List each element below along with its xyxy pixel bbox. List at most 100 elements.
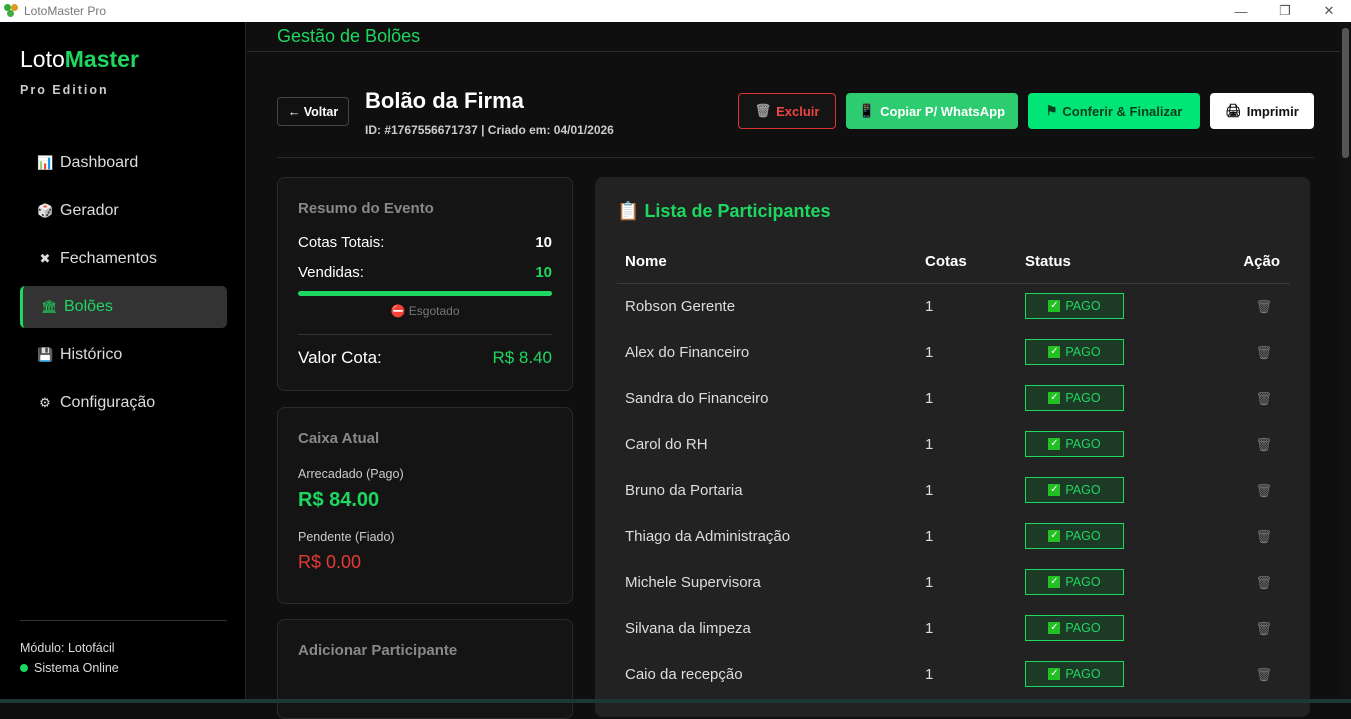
check-icon: ✓ (1048, 530, 1061, 542)
status-badge[interactable]: ✓ PAGO (1025, 293, 1124, 320)
participants-table: Nome Cotas Status Ação Robson Gerente 1 … (617, 241, 1290, 697)
check-icon: ✓ (1048, 576, 1061, 588)
cash-card: Caixa Atual Arrecadado (Pago) R$ 84.00 P… (277, 407, 573, 604)
trash-icon[interactable]: 🗑 (1255, 298, 1272, 314)
sidebar-item-gerador[interactable]: 🎲 Gerador (20, 190, 227, 232)
trash-icon[interactable]: 🗑 (1255, 574, 1272, 590)
sidebar-item-label: Fechamentos (60, 250, 157, 267)
sidebar-item-boloes[interactable]: 🏛 Bolões (20, 286, 227, 328)
check-icon: ✓ (1048, 300, 1061, 313)
finalize-button[interactable]: ⚑ Conferir & Finalizar (1028, 93, 1200, 129)
sidebar-item-label: Gerador (60, 202, 119, 219)
progress-bar (298, 291, 552, 296)
status-badge[interactable]: ✓ PAGO (1025, 523, 1124, 549)
table-row: Caio da recepção 1 ✓ PAGO 🗑 (617, 651, 1290, 697)
sidebar-item-dashboard[interactable]: 📊 Dashboard (20, 142, 227, 184)
status-badge[interactable]: ✓ PAGO (1025, 385, 1124, 411)
participant-name: Silvana da limpeza (625, 619, 751, 637)
table-row: Robson Gerente 1 ✓ PAGO 🗑 (617, 283, 1290, 329)
summary-title: Resumo do Evento (298, 200, 434, 217)
check-icon: ✓ (1048, 622, 1061, 634)
table-row: Carol do RH 1 ✓ PAGO 🗑 (617, 421, 1290, 467)
copy-whatsapp-button[interactable]: 📱 Copiar P/ WhatsApp (846, 93, 1018, 129)
col-cotas: Cotas (917, 241, 1017, 284)
sidebar-item-historico[interactable]: 💾 Histórico (20, 334, 227, 376)
status-badge[interactable]: ✓ PAGO (1025, 431, 1124, 457)
prohibited-icon: ⛔ (390, 304, 406, 318)
participant-cotas: 1 (925, 573, 934, 591)
status-badge[interactable]: ✓ PAGO (1025, 569, 1124, 595)
trash-icon[interactable]: 🗑 (1255, 436, 1272, 452)
print-button[interactable]: 🖨 Imprimir (1210, 93, 1314, 129)
main-content: Gestão de Bolões ← Voltar Bolão da Firma… (247, 22, 1340, 719)
participant-name: Carol do RH (625, 435, 708, 453)
add-participant-title: Adicionar Participante (298, 642, 458, 659)
summary-card: Resumo do Evento Cotas Totais: 10 Vendida… (277, 177, 573, 391)
participant-cotas: 1 (925, 297, 934, 315)
status-badge[interactable]: ✓ PAGO (1025, 339, 1124, 365)
module-label: Módulo: Lotofácil (20, 641, 115, 655)
check-icon: ✓ (1048, 484, 1061, 496)
participant-name: Robson Gerente (625, 297, 736, 315)
trash-icon: 🗑 (754, 103, 772, 118)
cash-title: Caixa Atual (298, 430, 380, 447)
edition-label: Pro Edition (20, 83, 109, 97)
sidebar-item-configuracao[interactable]: ⚙ Configuração (20, 382, 227, 424)
table-row: Michele Supervisora 1 ✓ PAGO 🗑 (617, 559, 1290, 605)
online-dot-icon (20, 664, 28, 672)
table-row: Bruno da Portaria 1 ✓ PAGO 🗑 (617, 467, 1290, 513)
window-title: LotoMaster Pro (24, 4, 107, 18)
table-row: Sandra do Financeiro 1 ✓ PAGO 🗑 (617, 375, 1290, 421)
sold-value: 10 (535, 264, 552, 281)
check-icon: ✓ (1048, 392, 1061, 404)
participant-cotas: 1 (925, 343, 934, 361)
sold-label: Vendidas: (298, 264, 364, 281)
minimize-button[interactable]: — (1234, 3, 1248, 19)
col-name: Nome (617, 241, 917, 284)
printer-icon: 🖨 (1225, 103, 1242, 118)
status-badge[interactable]: ✓ PAGO (1025, 477, 1124, 503)
participant-cotas: 1 (925, 619, 934, 637)
participant-cotas: 1 (925, 665, 934, 683)
trash-icon[interactable]: 🗑 (1255, 482, 1272, 498)
status-badge[interactable]: ✓ PAGO (1025, 615, 1124, 641)
trash-icon[interactable]: 🗑 (1255, 344, 1272, 360)
pending-value: R$ 0.00 (298, 552, 362, 572)
check-icon: ✓ (1048, 668, 1061, 680)
nav-icon: 📊 (37, 155, 54, 170)
nav-icon: 🏛 (41, 299, 58, 314)
price-label: Valor Cota: (298, 348, 382, 367)
price-value: R$ 8.40 (492, 348, 552, 367)
table-row: Thiago da Administração 1 ✓ PAGO 🗑 (617, 513, 1290, 559)
pending-label: Pendente (Fiado) (298, 530, 395, 544)
phone-icon: 📱 (858, 103, 876, 118)
participants-title: 📋 Lista de Participantes (617, 201, 831, 221)
maximize-button[interactable]: ❐ (1279, 3, 1291, 18)
delete-button[interactable]: 🗑 Excluir (738, 93, 836, 129)
close-button[interactable]: ✕ (1323, 3, 1335, 18)
sidebar-item-fechamentos[interactable]: ✖ Fechamentos (20, 238, 227, 280)
participant-name: Bruno da Portaria (625, 481, 743, 499)
scrollbar[interactable] (1340, 22, 1351, 703)
participant-name: Thiago da Administração (625, 527, 791, 545)
app-logo-icon (4, 4, 18, 18)
participant-cotas: 1 (925, 481, 934, 499)
nav-icon: 💾 (37, 347, 54, 362)
bolao-meta: ID: #1767556671737 | Criado em: 04/01/20… (365, 123, 614, 137)
trash-icon[interactable]: 🗑 (1255, 390, 1272, 406)
participant-name: Sandra do Financeiro (625, 389, 769, 407)
status-badge[interactable]: ✓ PAGO (1025, 661, 1124, 687)
trash-icon[interactable]: 🗑 (1255, 620, 1272, 636)
participant-name: Michele Supervisora (625, 573, 761, 591)
flag-icon: ⚑ (1045, 103, 1058, 118)
paid-label: Arrecadado (Pago) (298, 467, 404, 481)
trash-icon[interactable]: 🗑 (1255, 666, 1272, 682)
total-label: Cotas Totais: (298, 234, 385, 251)
trash-icon[interactable]: 🗑 (1255, 528, 1272, 544)
sidebar-item-label: Configuração (60, 394, 156, 411)
table-row: Silvana da limpeza 1 ✓ PAGO 🗑 (617, 605, 1290, 651)
participant-name: Caio da recepção (625, 665, 743, 683)
title-bar: LotoMaster Pro — ❐ ✕ (0, 0, 1351, 22)
back-button[interactable]: ← Voltar (277, 97, 349, 126)
sidebar-item-label: Dashboard (60, 154, 139, 171)
